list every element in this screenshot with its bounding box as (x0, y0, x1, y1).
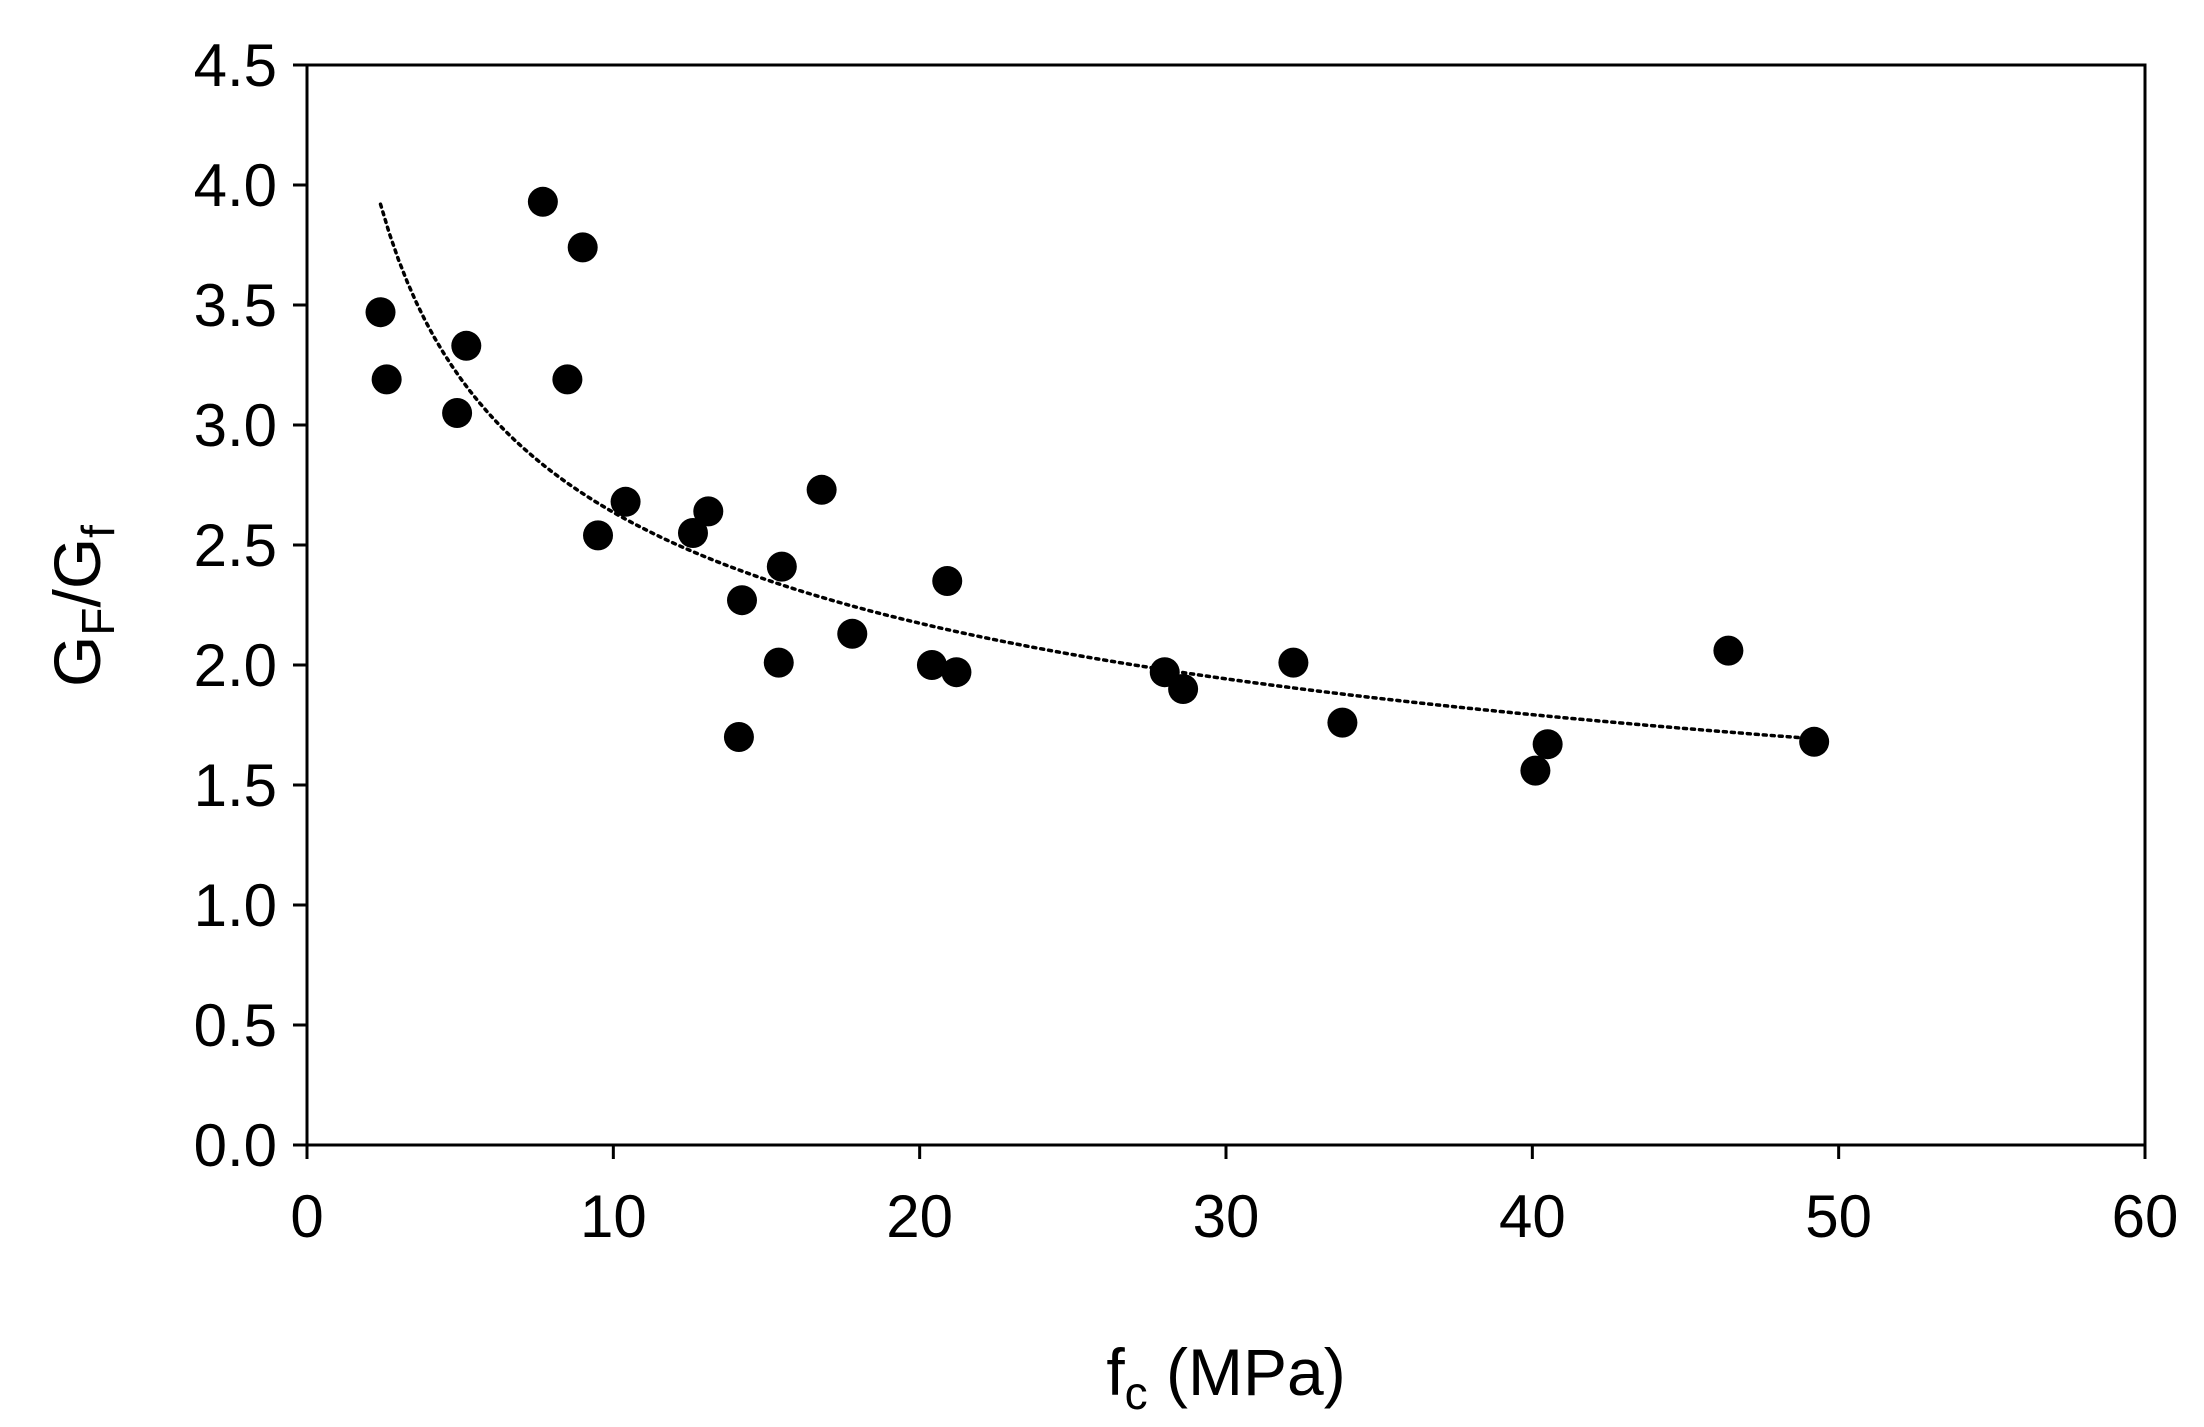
data-point (806, 474, 837, 505)
y-tick-label: 4.0 (194, 152, 277, 219)
y-axis-title-mid: /G (40, 538, 114, 608)
data-point (916, 650, 947, 680)
data-points (365, 186, 1830, 786)
data-point (1168, 674, 1199, 704)
x-axis-title-subscript: c (1125, 1367, 1148, 1419)
y-tick-label: 1.5 (194, 752, 277, 819)
y-tick-label: 1.0 (194, 872, 277, 939)
x-axis-ticks: 0 10 20 30 40 50 60 (290, 1145, 2178, 1250)
data-point (1327, 707, 1358, 738)
data-point (1520, 755, 1551, 786)
data-point (1532, 729, 1563, 760)
data-point (941, 657, 972, 688)
power-trendline (378, 202, 1816, 741)
data-point (527, 186, 558, 217)
x-tick-label: 0 (290, 1183, 323, 1250)
data-point (1799, 726, 1830, 757)
x-axis-title-main: f (1106, 1335, 1125, 1409)
x-tick-label: 40 (1499, 1183, 1566, 1250)
y-tick-label: 2.0 (194, 632, 277, 699)
data-point (766, 551, 797, 582)
x-tick-label: 60 (2112, 1183, 2179, 1250)
y-axis-title-subscript-1: F (72, 608, 124, 636)
data-point (763, 647, 794, 678)
plot-area-border (305, 63, 2147, 1147)
data-point (442, 398, 473, 428)
x-tick-label: 50 (1805, 1183, 1872, 1250)
y-tick-label: 0.0 (194, 1112, 277, 1179)
data-point (583, 520, 614, 551)
x-tick-label: 30 (1193, 1183, 1260, 1250)
data-point (567, 232, 598, 263)
x-axis-title-units: (MPa) (1148, 1335, 1346, 1409)
y-tick-label: 3.5 (194, 272, 277, 339)
data-point (610, 486, 641, 517)
data-point (723, 722, 754, 752)
y-tick-label: 2.5 (194, 512, 277, 579)
x-tick-label: 10 (580, 1183, 647, 1250)
data-point (365, 297, 396, 328)
y-axis-title-subscript-2: f (72, 525, 124, 538)
y-tick-label: 4.5 (194, 32, 277, 99)
y-axis-title: GF/Gf (40, 525, 124, 687)
y-axis-ticks: 0.0 0.5 1.0 1.5 2.0 2.5 3.0 3.5 4.0 4.5 (194, 32, 307, 1179)
data-point (451, 330, 482, 361)
data-point (677, 518, 708, 548)
data-point (726, 585, 757, 616)
data-point (837, 618, 868, 649)
data-point (693, 496, 724, 527)
data-point (932, 566, 963, 596)
data-point (1278, 647, 1309, 678)
x-axis-title: fc (MPa) (1106, 1335, 1345, 1419)
data-point (1713, 635, 1744, 666)
y-tick-label: 3.0 (194, 392, 277, 459)
y-tick-label: 0.5 (194, 992, 277, 1059)
data-point (371, 364, 402, 395)
x-tick-label: 20 (886, 1183, 953, 1250)
data-point (552, 364, 583, 395)
y-axis-title-g1: G (40, 636, 114, 687)
